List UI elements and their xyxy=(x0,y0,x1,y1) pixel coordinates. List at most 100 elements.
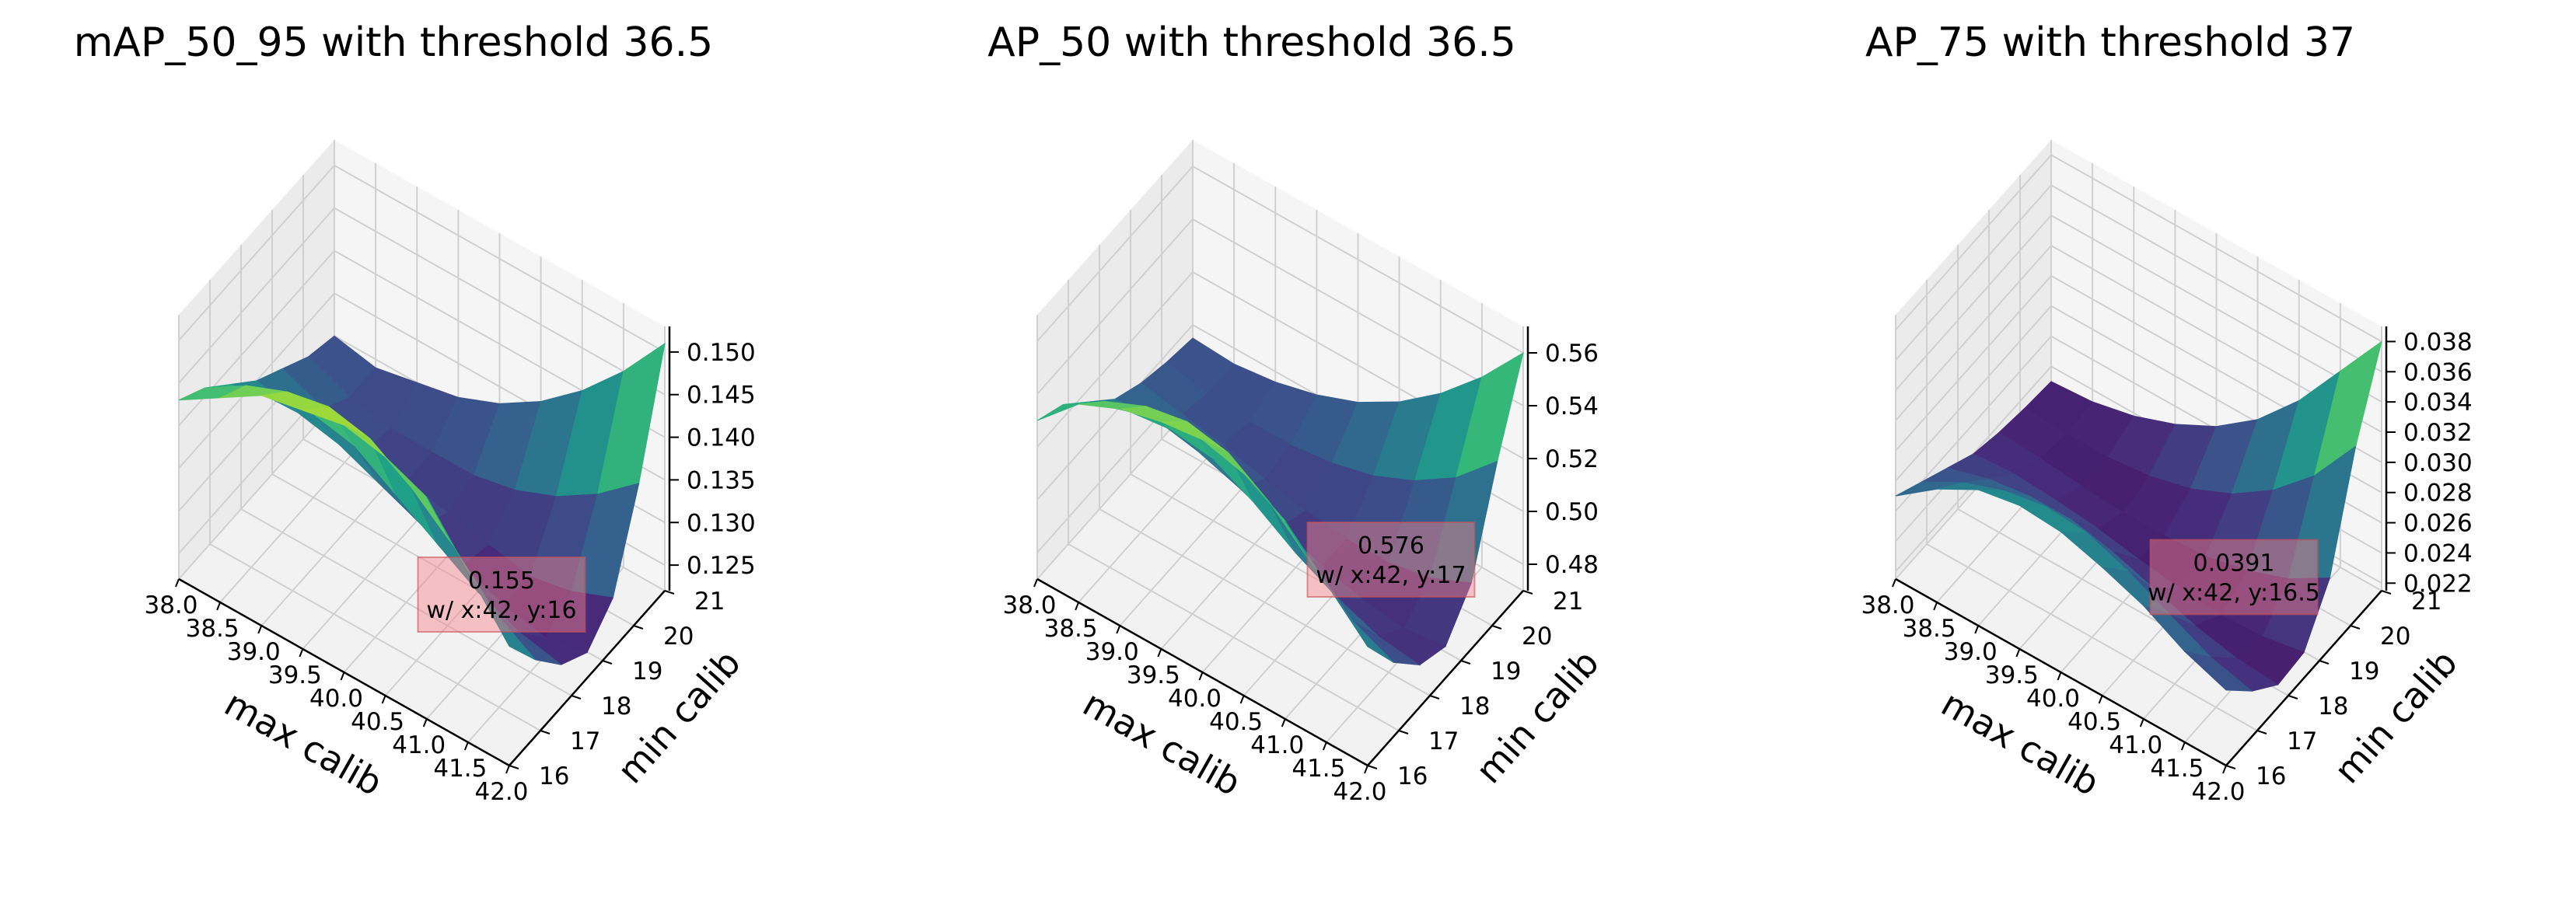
grid-line-z xyxy=(178,164,666,353)
x-tick-mark xyxy=(2222,765,2227,774)
z-tick-label: 0.038 xyxy=(2403,328,2473,356)
grid-line-z xyxy=(178,207,666,396)
x-tick-mark xyxy=(1116,625,1121,634)
surface-facet xyxy=(1326,583,1394,663)
y-tick-label: 20 xyxy=(2380,623,2410,651)
panel-ap-75: 38.038.539.039.540.040.541.041.542.0 1617… xyxy=(1861,19,2472,806)
x-tick-mark xyxy=(2098,695,2103,704)
x-tick-label: 41.5 xyxy=(2150,755,2204,783)
y-tick-mark xyxy=(2381,590,2392,595)
back-pane xyxy=(179,140,334,579)
x-tick-label: 38.5 xyxy=(1903,615,1956,643)
x-tick-mark xyxy=(1198,672,1204,681)
y-tick-mark xyxy=(602,660,613,665)
x-tick-mark xyxy=(1322,741,1327,751)
z-tick-label: 0.135 xyxy=(687,466,756,494)
z-tick-label: 0.036 xyxy=(2403,358,2473,386)
grid-line-y xyxy=(1068,280,1400,731)
x-tick-label: 42.0 xyxy=(474,778,528,806)
grid-line-z xyxy=(1895,154,2382,343)
y-tick-mark xyxy=(509,765,519,769)
x-tick-label: 41.5 xyxy=(1291,755,1345,783)
x-tick-label: 38.0 xyxy=(144,591,197,619)
x-tick-mark xyxy=(422,718,428,727)
x-tick-label: 42.0 xyxy=(2191,778,2245,806)
y-tick-label: 16 xyxy=(539,762,569,790)
y-tick-mark xyxy=(1460,660,1471,665)
x-tick-mark xyxy=(381,695,386,704)
panel-title: AP_50 with threshold 36.5 xyxy=(987,19,1516,66)
x-tick-label: 41.0 xyxy=(2109,731,2162,759)
x-tick-label: 39.0 xyxy=(227,638,281,666)
x-tick-mark xyxy=(1239,695,1245,704)
x-tick-label: 42.0 xyxy=(1333,778,1386,806)
y-axis-line xyxy=(1367,590,1524,766)
x-tick-mark xyxy=(299,648,304,658)
x-tick-label: 40.0 xyxy=(2026,685,2080,713)
x-tick-label: 39.5 xyxy=(1985,661,2039,689)
grid-line-z xyxy=(1895,214,2382,403)
z-tick-label: 0.52 xyxy=(1545,445,1599,473)
z-tick-label: 0.032 xyxy=(2403,419,2473,447)
y-tick-label: 18 xyxy=(1459,692,1490,720)
x-tick-mark xyxy=(1933,602,1938,611)
y-tick-mark xyxy=(571,695,582,699)
x-tick-mark xyxy=(257,625,263,634)
y-tick-label: 18 xyxy=(2318,692,2348,720)
z-tick-label: 0.48 xyxy=(1545,551,1599,579)
y-tick-label: 21 xyxy=(694,588,725,616)
grid-line-z xyxy=(1895,274,2382,463)
grid-line-z xyxy=(1036,270,1524,459)
x-tick-label: 40.5 xyxy=(2067,708,2121,736)
x-tick-label: 39.0 xyxy=(1944,638,1998,666)
x-tick-label: 40.5 xyxy=(351,708,404,736)
x-tick-mark xyxy=(1892,578,1896,588)
x-tick-label: 41.0 xyxy=(392,731,446,759)
y-tick-mark xyxy=(2225,765,2236,769)
z-tick-label: 0.034 xyxy=(2403,389,2473,417)
x-tick-mark xyxy=(1157,648,1162,658)
annotation-value: 0.576 xyxy=(1358,532,1424,560)
x-tick-label: 40.0 xyxy=(1168,685,1222,713)
x-tick-mark xyxy=(1974,625,1980,634)
x-tick-mark xyxy=(463,741,469,751)
y-tick-label: 19 xyxy=(1491,658,1521,686)
annotation-location: w/ x:42, y:17 xyxy=(1316,562,1466,589)
x-tick-label: 41.5 xyxy=(433,755,487,783)
y-tick-mark xyxy=(1491,625,1502,630)
grid-line-z xyxy=(1036,218,1524,406)
y-tick-mark xyxy=(1522,590,1533,595)
grid-line-z xyxy=(1895,184,2382,373)
z-tick-label: 0.140 xyxy=(687,424,756,452)
z-tick-label: 0.022 xyxy=(2403,570,2473,598)
z-tick-label: 0.024 xyxy=(2403,539,2473,567)
x-tick-label: 40.5 xyxy=(1209,708,1263,736)
y-tick-label: 16 xyxy=(2256,762,2286,790)
x-tick-label: 39.5 xyxy=(268,661,322,689)
y-tick-label: 19 xyxy=(632,658,662,686)
y-tick-mark xyxy=(1429,695,1440,699)
y-tick-label: 21 xyxy=(1553,588,1583,616)
x-tick-label: 41.0 xyxy=(1250,731,1304,759)
y-tick-label: 17 xyxy=(570,727,600,755)
x-tick-label: 38.0 xyxy=(1002,591,1056,619)
y-tick-mark xyxy=(2319,660,2330,665)
x-tick-label: 38.5 xyxy=(186,615,239,643)
annotation-location: w/ x:42, y:16.5 xyxy=(2148,580,2320,607)
back-pane xyxy=(1896,140,2051,579)
z-tick-label: 0.028 xyxy=(2403,480,2473,508)
y-tick-label: 20 xyxy=(663,623,694,651)
y-tick-label: 21 xyxy=(2411,588,2441,616)
z-tick-label: 0.130 xyxy=(687,509,756,537)
x-tick-mark xyxy=(216,602,222,611)
panel-title: mAP_50_95 with threshold 36.5 xyxy=(74,19,714,66)
surface-facet xyxy=(2183,651,2253,692)
y-tick-mark xyxy=(1367,765,1378,769)
annotation-box xyxy=(2149,539,2319,616)
y-axis-line xyxy=(509,590,666,766)
x-tick-mark xyxy=(2015,648,2021,658)
grid-line-y xyxy=(1926,280,2258,731)
y-tick-mark xyxy=(1398,730,1409,734)
grid-line-z xyxy=(1036,165,1524,354)
y-tick-mark xyxy=(664,590,675,595)
